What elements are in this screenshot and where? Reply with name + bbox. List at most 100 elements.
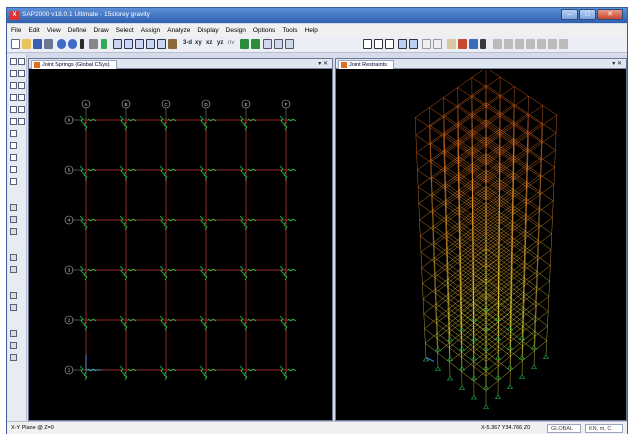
draw-dimension-icon[interactable] — [10, 154, 17, 161]
menu-tools[interactable]: Tools — [282, 26, 298, 34]
menu-view[interactable]: View — [46, 26, 61, 34]
close-button[interactable]: ✕ — [597, 9, 623, 20]
menu-define[interactable]: Define — [67, 26, 87, 34]
draw-area-icon[interactable] — [385, 39, 394, 49]
get-previous-selection-icon[interactable] — [10, 216, 17, 223]
draw-special-joint-icon[interactable] — [10, 82, 17, 89]
set-display-options-icon[interactable] — [263, 39, 272, 49]
draw-poly-area-icon[interactable] — [10, 106, 17, 113]
menu-draw[interactable]: Draw — [93, 26, 109, 34]
snap-perpendicular-icon[interactable] — [10, 330, 17, 337]
view-xz-button[interactable]: xz — [206, 40, 213, 46]
restore-selection-icon[interactable] — [409, 39, 418, 49]
left-view-close-button[interactable]: ▾ ✕ — [318, 61, 328, 67]
zoom-window-icon[interactable] — [113, 39, 122, 49]
left-view-canvas[interactable]: A B C D E F 6 5 4 3 2 1 — [29, 70, 332, 420]
pointer-icon[interactable] — [10, 58, 17, 65]
display-dropdown-icon[interactable] — [285, 39, 294, 49]
copy-icon[interactable] — [469, 39, 478, 49]
quick-draw-frame-icon[interactable] — [18, 82, 25, 89]
load-pattern-icon[interactable] — [458, 39, 467, 49]
quick-draw-secondary-icon[interactable] — [18, 106, 25, 113]
move-up-icon[interactable] — [240, 39, 249, 49]
draw-rect-area-icon[interactable] — [10, 118, 17, 125]
extrude-icon[interactable] — [548, 39, 557, 49]
maximize-button[interactable]: □ — [579, 9, 596, 20]
snap-ends-icon[interactable] — [10, 292, 17, 299]
assign-frame-icon[interactable] — [433, 39, 442, 49]
coord-system-select[interactable]: GLOBAL — [547, 424, 581, 433]
tab-joint-restraints[interactable]: Joint Restraints — [338, 60, 394, 69]
minimize-button[interactable]: – — [561, 9, 578, 20]
undo-icon[interactable] — [57, 39, 66, 49]
title-bar[interactable]: X SAP2000 v18.0.1 Ultimate - 15storey gr… — [7, 8, 627, 23]
pan-icon[interactable] — [168, 39, 177, 49]
check-icon[interactable] — [274, 39, 283, 49]
quick-draw-area-icon[interactable] — [18, 118, 25, 125]
tab-joint-springs[interactable]: Joint Springs (Global CSys) — [31, 60, 117, 69]
column — [432, 213, 434, 230]
more-tools-icon[interactable] — [559, 39, 568, 49]
menu-file[interactable]: File — [11, 26, 22, 34]
beam-x — [457, 87, 529, 136]
pencil-edit-icon[interactable] — [447, 39, 456, 49]
snap-points-icon[interactable] — [10, 266, 17, 273]
draw-line-icon[interactable] — [10, 94, 17, 101]
open-folder-icon[interactable] — [22, 39, 31, 49]
units-select[interactable]: KN, m, C — [585, 424, 623, 433]
menu-select[interactable]: Select — [115, 26, 134, 34]
zoom-fit-icon[interactable] — [157, 39, 166, 49]
draw-reference-point-icon[interactable] — [10, 166, 17, 173]
menu-edit[interactable]: Edit — [28, 26, 40, 34]
grid-icon[interactable] — [493, 39, 502, 49]
menu-options[interactable]: Options — [252, 26, 276, 34]
lock-icon[interactable] — [89, 39, 98, 49]
menu-design[interactable]: Design — [225, 26, 246, 34]
menu-display[interactable]: Display — [197, 26, 219, 34]
mirror-icon[interactable] — [526, 39, 535, 49]
print-icon[interactable] — [44, 39, 53, 49]
delete-icon[interactable] — [480, 39, 486, 49]
redo-icon[interactable] — [68, 39, 77, 49]
joint-springs-view[interactable]: Joint Springs (Global CSys) ▾ ✕ A B C D E F 6 5… — [28, 58, 333, 421]
draw-joint-icon[interactable] — [10, 70, 17, 77]
divide-icon[interactable] — [537, 39, 546, 49]
snap-icon[interactable] — [504, 39, 513, 49]
menu-assign[interactable]: Assign — [140, 26, 161, 34]
draw-solid-icon[interactable] — [10, 130, 17, 137]
view-xy-button[interactable]: xy — [195, 40, 202, 46]
zoom-in-icon[interactable] — [135, 39, 144, 49]
select-all-tool-icon[interactable] — [10, 204, 17, 211]
view-yz-button[interactable]: yz — [217, 40, 224, 46]
select-all-icon[interactable] — [398, 39, 407, 49]
view-nv-button[interactable]: nv — [228, 40, 235, 46]
zoom-out-icon[interactable] — [146, 39, 155, 49]
run-analysis-icon[interactable] — [101, 39, 107, 49]
replicate-icon[interactable] — [515, 39, 524, 49]
draw-section-cut-icon[interactable] — [10, 142, 17, 149]
pointer-tool-icon[interactable] — [363, 39, 372, 49]
menu-analyze[interactable]: Analyze — [167, 26, 191, 34]
assign-joint-icon[interactable] — [422, 39, 431, 49]
save-icon[interactable] — [33, 39, 42, 49]
joint-restraints-view[interactable]: Joint Restraints ▾ ✕ — [335, 58, 627, 421]
snap-lines-icon[interactable] — [10, 342, 17, 349]
quick-draw-brace-icon[interactable] — [18, 94, 25, 101]
draw-frame-icon[interactable] — [374, 39, 383, 49]
snap-intersections-icon[interactable] — [10, 304, 17, 311]
menu-help[interactable]: Help — [304, 26, 318, 34]
right-view-canvas[interactable] — [336, 70, 626, 420]
draw-link-icon[interactable] — [18, 70, 25, 77]
right-view-close-button[interactable]: ▾ ✕ — [612, 61, 622, 67]
reshape-icon[interactable] — [18, 58, 25, 65]
pencil-icon[interactable] — [80, 39, 84, 49]
new-model-icon[interactable] — [11, 39, 20, 49]
clear-selection-icon[interactable] — [10, 228, 17, 235]
beams-group — [415, 70, 557, 391]
draw-tendon-icon[interactable] — [10, 178, 17, 185]
view-3d-button[interactable]: 3-d — [183, 40, 192, 46]
intersecting-line-select-icon[interactable] — [10, 254, 17, 261]
snap-fine-grid-icon[interactable] — [10, 354, 17, 361]
move-down-icon[interactable] — [251, 39, 260, 49]
zoom-restore-icon[interactable] — [124, 39, 133, 49]
